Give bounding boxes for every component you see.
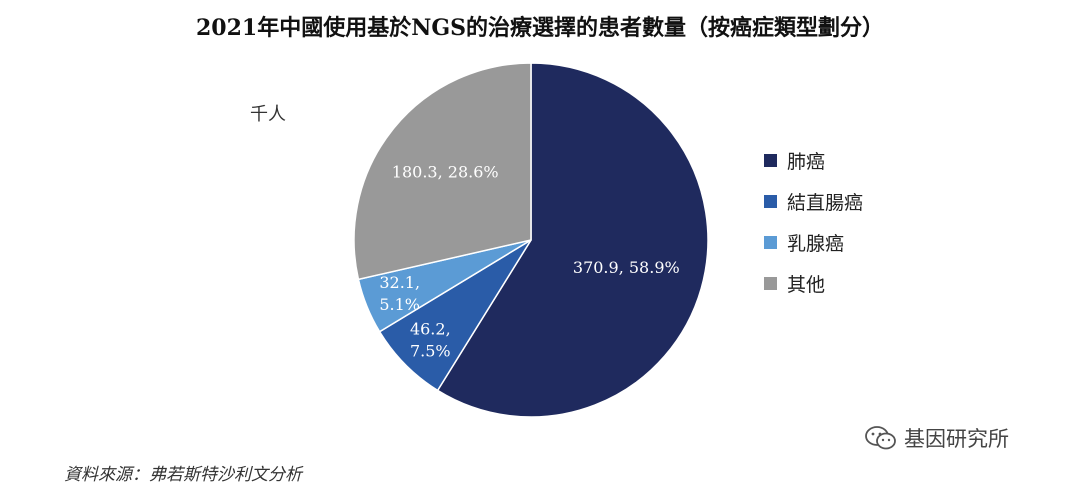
legend-item: 其他 [764,263,863,304]
wechat-icon [865,426,896,450]
pie-slice [436,62,709,418]
legend-label: 其他 [787,274,826,296]
source-note: 資料來源：弗若斯特沙利文分析 [64,465,302,485]
legend-label: 肺癌 [787,151,826,173]
slice-data-label: 32.1, 5.1% [379,273,420,314]
unit-label: 千人 [250,104,286,125]
slice-data-label: 46.2, 7.5% [410,320,451,361]
watermark-text: 基因研究所 [904,427,1009,451]
legend-label: 結直腸癌 [787,192,864,214]
legend-swatch [764,236,777,249]
legend-item: 肺癌 [764,140,863,181]
legend-swatch [764,195,777,208]
legend-item: 乳腺癌 [764,222,863,263]
pie-slice [353,62,532,281]
legend-item: 結直腸癌 [764,181,863,222]
chart-title: 2021年中國使用基於NGS的治療選擇的患者數量（按癌症類型劃分） [195,15,885,41]
legend-swatch [764,277,777,290]
legend-label: 乳腺癌 [787,233,845,255]
watermark: 基因研究所 [864,423,1009,453]
legend-swatch [764,154,777,167]
slice-data-label: 180.3, 28.6% [392,163,499,182]
legend: 肺癌結直腸癌乳腺癌其他 [764,140,863,304]
slice-data-label: 370.9, 58.9% [573,258,680,277]
